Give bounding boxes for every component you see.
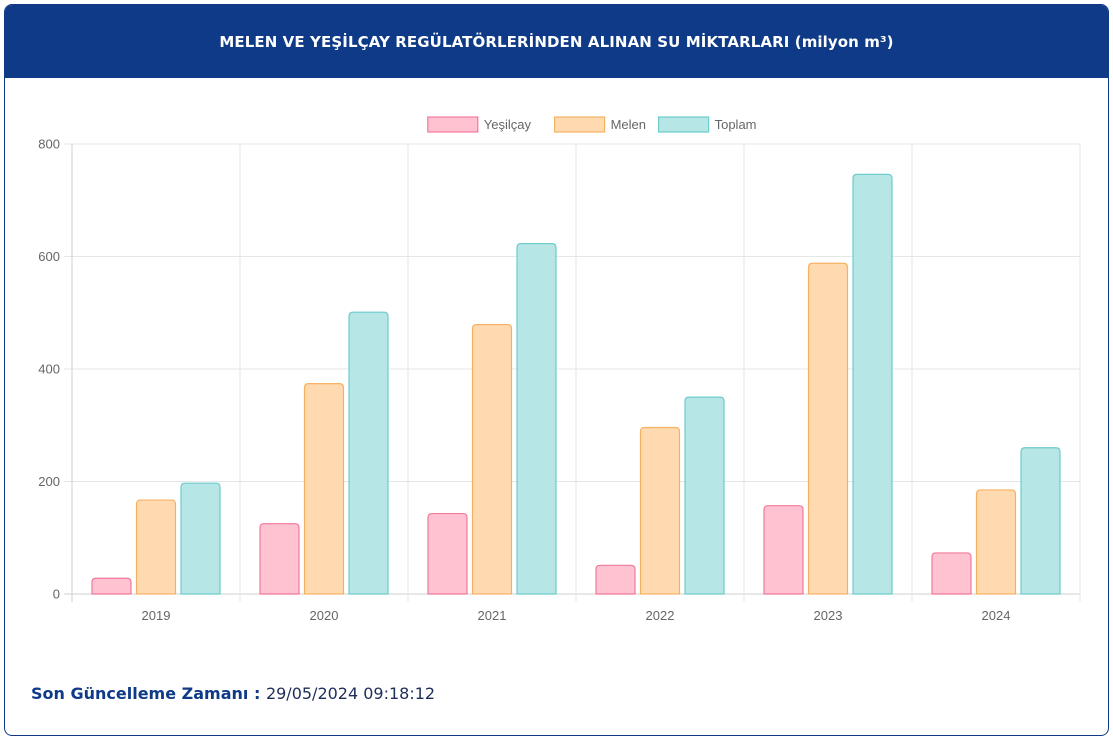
last-updated-separator: : xyxy=(248,684,266,703)
bar-melen-2019 xyxy=(135,499,177,595)
legend-label: Yeşilçay xyxy=(484,117,532,132)
x-tick-label: 2021 xyxy=(478,608,507,623)
bar-yesilcay-2020 xyxy=(259,523,300,595)
bar-chart: 0 200 400 600 800 2019 2020 2021 2022 2023 2024 Yeş… xyxy=(38,116,1081,623)
bar-toplam-2020 xyxy=(348,311,389,595)
last-updated-label: Son Güncelleme Zamanı xyxy=(31,684,249,703)
bar-yesilcay-2022 xyxy=(595,564,636,595)
bar-toplam-2022 xyxy=(684,396,725,595)
bar-melen-2020 xyxy=(303,383,345,595)
bar-yesilcay-2023 xyxy=(763,505,804,595)
y-tick-label: 600 xyxy=(38,249,60,264)
legend-swatch xyxy=(657,116,710,133)
legend-label: Toplam xyxy=(715,117,757,132)
legend-swatch xyxy=(427,116,479,133)
bar-toplam-2019 xyxy=(180,482,221,595)
x-tick-label: 2023 xyxy=(814,608,843,623)
x-tick-label: 2024 xyxy=(982,608,1011,623)
last-updated: Son Güncelleme Zamanı : 29/05/2024 09:18… xyxy=(31,684,435,703)
x-tick-label: 2022 xyxy=(646,608,675,623)
chart-title: MELEN VE YEŞİLÇAY REGÜLATÖRLERİNDEN ALIN… xyxy=(219,32,894,51)
bar-yesilcay-2021 xyxy=(427,512,468,595)
y-tick-label: 800 xyxy=(38,137,60,152)
bar-melen-2021 xyxy=(471,323,513,595)
bar-melen-2022 xyxy=(639,426,681,595)
bar-toplam-2023 xyxy=(852,173,893,595)
chart-card: MELEN VE YEŞİLÇAY REGÜLATÖRLERİNDEN ALIN… xyxy=(4,4,1109,736)
bar-yesilcay-2024 xyxy=(931,552,972,595)
x-tick-label: 2020 xyxy=(310,608,339,623)
x-tick-label: 2019 xyxy=(142,608,171,623)
bar-toplam-2021 xyxy=(516,242,557,595)
bar-melen-2024 xyxy=(975,489,1017,595)
bar-yesilcay-2019 xyxy=(91,577,132,595)
y-tick-label: 0 xyxy=(53,587,60,602)
last-updated-value: 29/05/2024 09:18:12 xyxy=(265,684,436,703)
legend-label: Melen xyxy=(611,117,646,132)
legend-swatch xyxy=(553,116,606,133)
bar-melen-2023 xyxy=(807,262,849,595)
y-tick-label: 400 xyxy=(38,362,60,377)
card-header: MELEN VE YEŞİLÇAY REGÜLATÖRLERİNDEN ALIN… xyxy=(5,5,1108,78)
bar-toplam-2024 xyxy=(1020,447,1061,595)
y-tick-label: 200 xyxy=(38,474,60,489)
